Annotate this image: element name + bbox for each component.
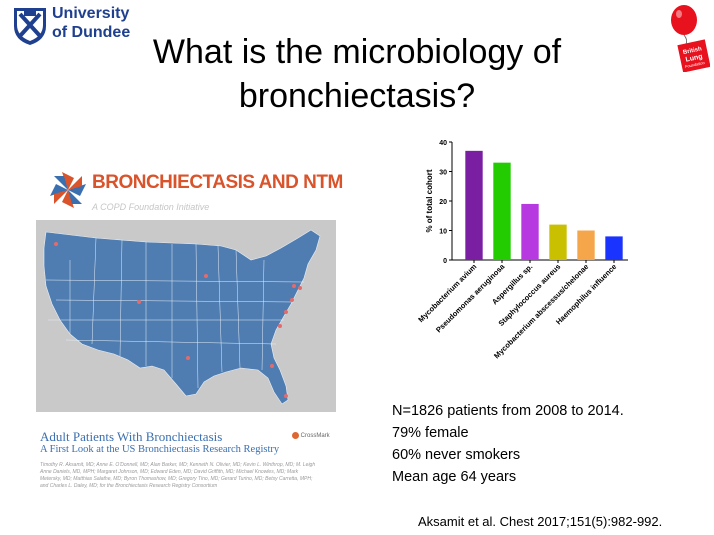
y-axis-label: % of total cohort bbox=[425, 169, 434, 232]
paper-authors: Timothy R. Aksamit, MD; Anne E. O'Donnel… bbox=[40, 462, 316, 489]
stats-line-patients: N=1826 patients from 2008 to 2014. bbox=[392, 403, 624, 419]
stats-line-smokers: 60% never smokers bbox=[392, 447, 521, 463]
pinwheel-icon bbox=[50, 172, 86, 208]
us-map-icon bbox=[43, 229, 321, 405]
bar bbox=[549, 224, 567, 260]
university-name: University of Dundee bbox=[52, 4, 130, 42]
y-tick-label: 20 bbox=[439, 199, 447, 206]
paper-title: Adult Patients With Bronchiectasis A Fir… bbox=[40, 430, 279, 456]
bar bbox=[521, 203, 539, 260]
university-name-line1: University bbox=[52, 5, 130, 22]
ntm-title: BRONCHIECTASIS AND NTM bbox=[92, 172, 343, 193]
us-map-panel bbox=[36, 220, 336, 412]
blf-logo-line2: Lung bbox=[685, 53, 703, 63]
balloon-icon: British Lung Foundation bbox=[671, 5, 711, 73]
stats-line-age: Mean age 64 years bbox=[392, 469, 517, 485]
paper-title-line1: Adult Patients With Bronchiectasis bbox=[40, 429, 223, 444]
citation: Aksamit et al. Chest 2017;151(5):982-992… bbox=[418, 514, 663, 529]
university-logo bbox=[12, 6, 162, 46]
university-crest-icon bbox=[14, 8, 46, 45]
ntm-subtitle: A COPD Foundation Initiative bbox=[92, 202, 210, 212]
stats-line-female: 79% female bbox=[392, 425, 469, 441]
bar bbox=[577, 230, 595, 260]
crossmark-icon bbox=[292, 432, 299, 439]
blf-logo: British Lung Foundation bbox=[664, 4, 711, 73]
slide-title-line1: What is the microbiology of bbox=[152, 33, 562, 71]
slide-title: What is the microbiology of bronchiectas… bbox=[100, 30, 614, 118]
slide-title-line2: bronchiectasis? bbox=[238, 77, 476, 115]
blf-logo-line1: British bbox=[683, 46, 703, 56]
y-tick-label: 0 bbox=[443, 258, 447, 265]
bar bbox=[493, 162, 511, 260]
crossmark-badge: CrossMark bbox=[292, 432, 330, 439]
blf-logo-line3: Foundation bbox=[684, 60, 705, 69]
bar bbox=[605, 236, 623, 260]
microbiology-bar-chart: 0 10 20 30 40% of total cohort Mycobacterium … bbox=[410, 130, 660, 385]
crossmark-label: CrossMark bbox=[300, 433, 330, 440]
y-tick-label: 30 bbox=[439, 170, 447, 177]
y-tick-label: 10 bbox=[439, 229, 447, 236]
university-name-line2: of Dundee bbox=[52, 24, 131, 41]
cohort-stats: N=1826 patients from 2008 to 2014. 79% f… bbox=[392, 400, 624, 488]
y-tick-label: 40 bbox=[439, 140, 447, 147]
bar bbox=[465, 150, 483, 260]
paper-title-line2: A First Look at the US Bronchiectasis Re… bbox=[40, 444, 280, 455]
